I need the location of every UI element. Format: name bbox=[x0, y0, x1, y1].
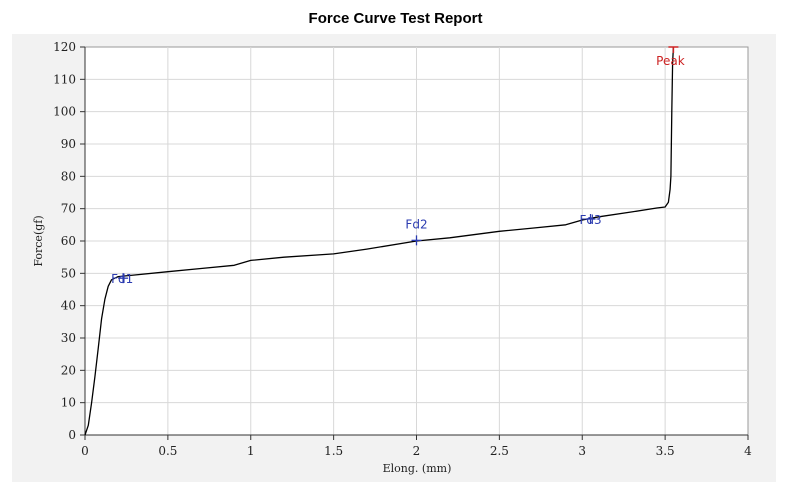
x-tick-label: 1.5 bbox=[324, 444, 343, 458]
series-layer bbox=[84, 46, 675, 436]
y-tick-label: 110 bbox=[53, 72, 76, 86]
marker-fd3: Fd3 bbox=[579, 213, 601, 227]
x-tick-label: 2.5 bbox=[490, 444, 509, 458]
x-axis-label: Elong. (mm) bbox=[383, 462, 452, 475]
peak-marker-label: Peak bbox=[656, 54, 685, 68]
y-tick-label: 60 bbox=[61, 234, 76, 248]
y-tick-label: 70 bbox=[61, 202, 76, 216]
y-tick-label: 40 bbox=[61, 299, 76, 313]
x-tick-label: 4 bbox=[744, 444, 752, 458]
y-axis-label: Force(gf) bbox=[32, 215, 45, 266]
y-tick-label: 100 bbox=[53, 105, 76, 119]
marker-fd2: Fd2 bbox=[405, 217, 428, 246]
marker-fd1: Fd1 bbox=[111, 272, 133, 286]
force-curve-chart: 0 0.5 1 1.5 2 2.5 3 3.5 401020304050607080901001… bbox=[32, 40, 752, 475]
y-tick-label: 90 bbox=[61, 137, 76, 151]
y-tick-label: 20 bbox=[61, 363, 76, 377]
x-tick-label: 3 bbox=[578, 444, 586, 458]
marker-label: Fd2 bbox=[405, 217, 427, 231]
x-tick-label: 0 bbox=[81, 444, 89, 458]
x-tick-label: 0.5 bbox=[158, 444, 177, 458]
y-tick-label: 50 bbox=[61, 266, 76, 280]
marker-label: Fd3 bbox=[579, 213, 601, 227]
marker-label: Fd1 bbox=[111, 272, 133, 286]
x-tick-label: 3.5 bbox=[656, 444, 675, 458]
y-tick-label: 120 bbox=[53, 40, 76, 54]
chart-title: Force Curve Test Report bbox=[308, 10, 483, 27]
axis-layer: 0 0.5 1 1.5 2 2.5 3 3.5 401020304050607080901001… bbox=[53, 40, 752, 458]
chart-frame: 0 0.5 1 1.5 2 2.5 3 3.5 4 0 10 20 30 40 50 60 70 80 90 100 1… bbox=[12, 34, 776, 482]
force-curve-line bbox=[84, 46, 675, 436]
y-tick-label: 0 bbox=[68, 428, 76, 442]
y-tick-label: 80 bbox=[61, 169, 76, 183]
grid-layer bbox=[85, 47, 748, 435]
marker-layer: Fd1 Fd2 Fd3 Peak bbox=[111, 46, 685, 286]
y-tick-label: 10 bbox=[61, 396, 76, 410]
x-tick-label: 1 bbox=[247, 444, 255, 458]
marker-peak: Peak bbox=[656, 46, 685, 68]
x-tick-label: 2 bbox=[413, 444, 421, 458]
y-tick-label: 30 bbox=[61, 331, 76, 345]
